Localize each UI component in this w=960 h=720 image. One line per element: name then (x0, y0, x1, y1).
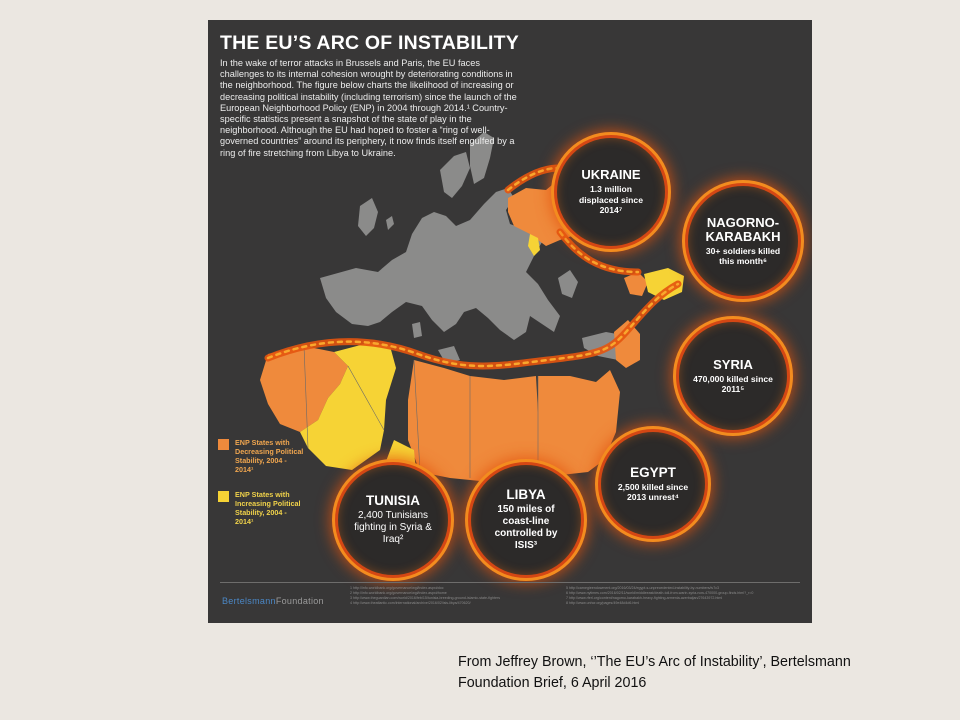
footnote: 6 http://www.nytimes.com/2016/02/11/worl… (566, 591, 754, 595)
nagorno-karabakh-ring: NAGORNO- KARABAKH 30+ soldiers killed th… (688, 186, 798, 296)
ukraine-stat: 1.3 million displaced since 2014⁷ (578, 184, 643, 216)
legend-swatch-increasing (218, 491, 229, 502)
egypt-stat: 2,500 killed since 2013 unrest⁴ (617, 481, 689, 503)
footnote: 5 http://carnegieendowment.org/2016/03/2… (566, 586, 720, 590)
footnote: 4 http://www.theatlantic.com/internation… (350, 601, 471, 605)
libya-stat: 150 miles of coast-line controlled by IS… (494, 504, 558, 551)
libya-name: LIBYA (506, 487, 546, 502)
syria-ring: SYRIA 470,000 killed since 2011⁵ (679, 322, 787, 430)
syria-name: SYRIA (713, 356, 753, 372)
footnotes-left: 1 http://info.worldbank.org/governance/w… (350, 586, 550, 606)
nagorno-stat: 30+ soldiers killed this month⁶ (705, 245, 781, 267)
legend-label-increasing: ENP States with Increasing Political Sta… (235, 490, 301, 526)
tunisia-name: TUNISIA (366, 493, 420, 508)
nagorno-name-line2: KARABAKH (705, 228, 781, 244)
infographic-panel: THE EU’S ARC OF INSTABILITY In the wake … (208, 20, 812, 623)
country-borders (303, 345, 539, 478)
footer-divider (220, 582, 800, 583)
caption-line-2: Foundation Brief, 6 April 2016 (458, 675, 647, 691)
legend-label-decreasing: ENP States with Decreasing Political Sta… (235, 438, 304, 474)
source-caption: From Jeffrey Brown, ‘’The EU’s Arc of In… (458, 652, 938, 694)
legend-decreasing: ENP States with Decreasing Political Sta… (218, 438, 307, 474)
region-map (260, 132, 684, 482)
intro-paragraph: In the wake of terror attacks in Brussel… (220, 58, 517, 158)
footnote: 8 http://www.unhcr.org/pages/49e48d4d6.h… (566, 601, 640, 605)
footnote: 1 http://info.worldbank.org/governance/w… (350, 586, 444, 590)
egypt-name: EGYPT (630, 464, 676, 480)
legend-increasing: ENP States with Increasing Political Sta… (218, 490, 307, 526)
nagorno-name-line1: NAGORNO- (706, 214, 780, 230)
footnotes-right: 5 http://carnegieendowment.org/2016/03/2… (566, 586, 786, 606)
egypt-ring: EGYPT 2,500 killed since 2013 unrest⁴ (601, 432, 705, 536)
legend-swatch-decreasing (218, 439, 229, 450)
footnote: 7 http://www.rferl.org/content/nagorno-k… (566, 596, 723, 600)
tunisia-ring: TUNISIA 2,400 Tunisians fighting in Syri… (338, 465, 448, 575)
caption-line-1: From Jeffrey Brown, ‘’The EU’s Arc of In… (458, 654, 851, 670)
brand-part2: Foundation (275, 596, 324, 606)
libya-ring: LIBYA 150 miles of coast-line controlled… (471, 465, 581, 575)
brand-part1: Bertelsmann (222, 596, 276, 606)
footnote: 3 http://www.theguardian.com/world/2016/… (350, 596, 501, 600)
infographic-title: THE EU’S ARC OF INSTABILITY (220, 32, 519, 54)
enp-increasing-region (300, 234, 684, 482)
tunisia-stat: 2,400 Tunisians fighting in Syria & Iraq… (354, 510, 432, 545)
ukraine-ring: UKRAINE 1.3 million displaced since 2014… (557, 138, 665, 246)
footnote: 2 http://info.worldbank.org/governance/w… (350, 591, 447, 595)
bertelsmann-logo: BertelsmannFoundation (222, 596, 324, 606)
ukraine-name: UKRAINE (581, 167, 641, 183)
syria-stat: 470,000 killed since 2011⁵ (693, 373, 773, 395)
